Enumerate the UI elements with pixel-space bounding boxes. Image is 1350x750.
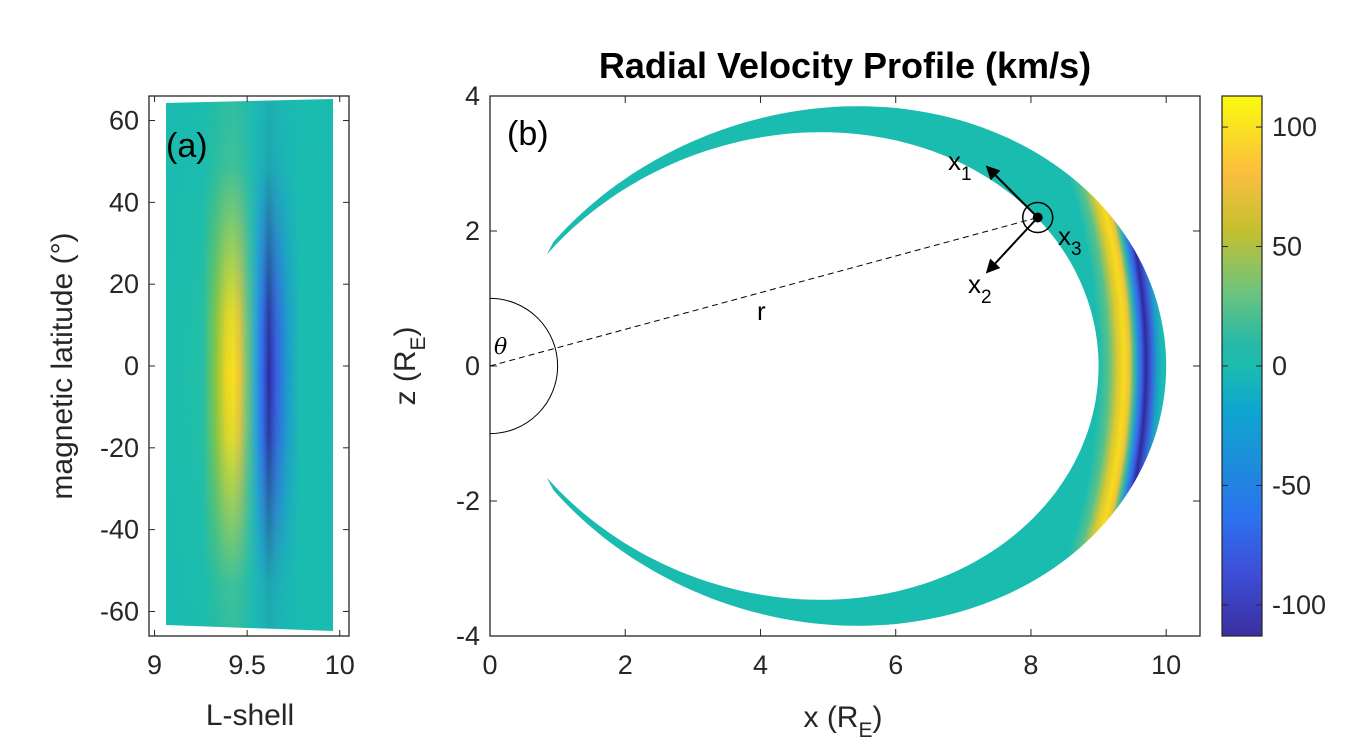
- panel-b-x-ticks: 0 2 4 6 8 10: [482, 96, 1181, 680]
- panel-b-y-axis-label: z (RE): [389, 326, 430, 405]
- colorbar: 100 50 0 -50 -100: [1221, 95, 1326, 637]
- panel-a-velocity-structure: [166, 99, 333, 631]
- panel-a-x-tick-label: 9.5: [228, 650, 266, 680]
- panel-b-x-tick-label: 8: [1023, 650, 1038, 680]
- panel-b: Radial Velocity Profile (km/s) 4 2 0 -2 -4 0…: [389, 45, 1201, 742]
- panel-b-x-tick-label: 0: [482, 650, 497, 680]
- colorbar-tick-label: -100: [1272, 590, 1326, 620]
- theta-label: θ: [494, 335, 507, 360]
- panel-a-y-tick-label: 60: [109, 106, 139, 136]
- panel-a-y-tick-label: 20: [109, 269, 139, 299]
- panel-a-y-tick-label: 0: [124, 351, 139, 381]
- panel-b-y-ticks: 4 2 0 -2 -4: [456, 81, 1200, 651]
- x1-label: x1: [948, 146, 972, 185]
- panel-b-y-tick-label: -2: [456, 486, 480, 516]
- panel-b-x-tick-label: 6: [888, 650, 903, 680]
- panel-b-x-tick-label: 10: [1151, 650, 1181, 680]
- panel-a-x-tick-label: 9: [147, 650, 162, 680]
- panel-b-y-tick-label: 2: [465, 216, 480, 246]
- unit-circle-arc: [489, 297, 559, 435]
- colorbar-tick-label: 100: [1272, 112, 1317, 142]
- panel-a-y-tick-label: -20: [100, 433, 139, 463]
- panel-b-y-tick-label: -4: [456, 621, 480, 651]
- colorbar-tick-label: 0: [1272, 351, 1287, 381]
- panel-a-y-ticks: 60 40 20 0 -20 -40 -60: [100, 106, 349, 626]
- panel-a-x-tick-label: 10: [325, 650, 355, 680]
- colorbar-tick-label: 50: [1272, 232, 1302, 262]
- colorbar-tick-label: -50: [1272, 470, 1311, 500]
- panel-a-y-tick-label: -40: [100, 515, 139, 545]
- panel-a-y-tick-label: 40: [109, 187, 139, 217]
- panel-a-x-axis-label: L-shell: [206, 699, 294, 732]
- x2-arrow: [985, 216, 1039, 274]
- panel-b-y-tick-label: 4: [465, 81, 480, 111]
- r-label: r: [757, 296, 766, 326]
- panel-b-title: Radial Velocity Profile (km/s): [599, 45, 1091, 86]
- panel-b-axes-box: [489, 95, 1201, 637]
- radial-distance-line: [489, 217, 1038, 367]
- panel-a-label: (a): [166, 127, 208, 165]
- panel-a: 60 40 20 0 -20 -40 -60 9 9.5 10 (a) magnetic lat…: [46, 95, 355, 732]
- panel-a-y-axis-label: magnetic latitude (°): [46, 232, 79, 499]
- panel-b-label: (b): [507, 115, 549, 153]
- field-line-crescent: [546, 106, 1167, 626]
- panel-b-x-axis-label: x (RE): [803, 701, 882, 742]
- x3-label: x3: [1058, 221, 1082, 260]
- panel-a-x-ticks: 9 9.5 10: [147, 96, 355, 680]
- x3-out-of-plane-circle: [1021, 201, 1054, 234]
- colorbar-ticks: 100 50 0 -50 -100: [1222, 112, 1326, 620]
- panel-b-x-tick-label: 4: [753, 650, 768, 680]
- panel-a-y-tick-label: -60: [100, 596, 139, 626]
- panel-b-x-tick-label: 2: [618, 650, 633, 680]
- x2-label: x2: [968, 269, 992, 308]
- x1-arrow: [985, 165, 1039, 219]
- panel-b-y-tick-label: 0: [465, 351, 480, 381]
